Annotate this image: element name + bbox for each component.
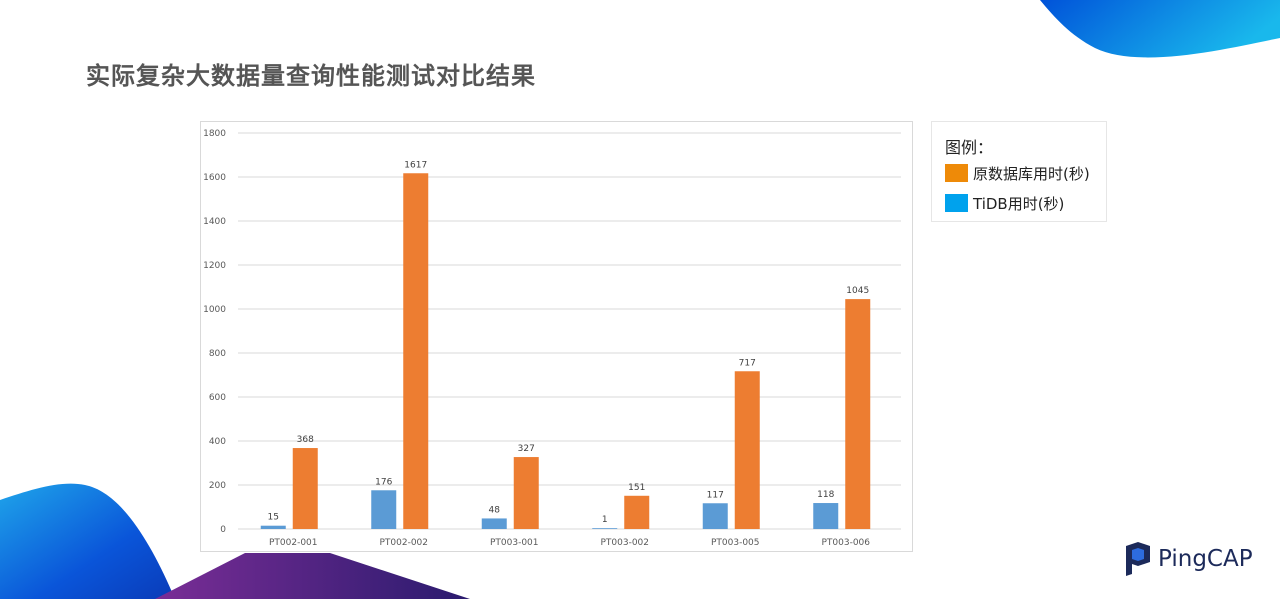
bar — [734, 371, 760, 529]
y-tick-label: 600 — [209, 393, 226, 403]
bar — [813, 503, 839, 529]
x-tick-label: PT002-001 — [269, 538, 318, 548]
data-label: 368 — [297, 435, 314, 445]
data-label: 327 — [518, 444, 535, 454]
bar — [702, 503, 728, 529]
bar — [624, 495, 650, 529]
x-tick-label: PT002-002 — [379, 538, 428, 548]
bar — [371, 490, 397, 529]
bar-chart: 0 200 400 600 800 1000 1200 1400 1600 1800 15 368 PT… — [200, 121, 913, 552]
bar — [845, 299, 871, 529]
legend-item-tidb: TiDB用时(秒) — [945, 193, 1064, 213]
legend-item-original-db: 原数据库用时(秒) — [945, 163, 1090, 183]
legend-label-original-db: 原数据库用时(秒) — [973, 164, 1090, 183]
data-label: 1045 — [846, 286, 869, 296]
pingcap-logo-icon — [1126, 542, 1150, 576]
logo-text: PingCAP — [1158, 546, 1253, 572]
bar — [481, 518, 507, 529]
x-tick-label: PT003-002 — [600, 538, 649, 548]
page-title: 实际复杂大数据量查询性能测试对比结果 — [86, 62, 536, 90]
data-label: 1 — [602, 515, 608, 525]
bar — [292, 448, 318, 529]
x-tick-label: PT003-001 — [490, 538, 539, 548]
x-tick-label: PT003-005 — [711, 538, 760, 548]
pingcap-logo: PingCAP — [1124, 542, 1253, 576]
y-tick-label: 1200 — [203, 261, 226, 271]
y-tick-label: 1400 — [203, 217, 226, 227]
y-tick-label: 800 — [209, 349, 226, 359]
data-label: 118 — [817, 490, 834, 500]
y-tick-label: 1000 — [203, 305, 226, 315]
legend-swatch-original-db — [945, 164, 968, 182]
top-right-wave-shape — [1040, 0, 1280, 58]
x-tick-label: PT003-006 — [821, 538, 870, 548]
legend-label-tidb: TiDB用时(秒) — [973, 194, 1065, 213]
bottom-left-wave-shape — [0, 483, 175, 599]
y-tick-label: 400 — [209, 437, 226, 447]
data-label: 15 — [268, 513, 279, 523]
bar — [592, 528, 618, 529]
y-tick-label: 1600 — [203, 173, 226, 183]
bar — [403, 173, 429, 529]
legend-swatch-tidb — [945, 194, 968, 212]
data-label: 48 — [489, 505, 501, 515]
data-label: 1617 — [404, 160, 427, 170]
legend: 图例： 原数据库用时(秒) TiDB用时(秒) — [931, 121, 1107, 222]
chart-svg: 0 200 400 600 800 1000 1200 1400 1600 1800 15 368 PT… — [203, 129, 901, 548]
bottom-purple-shape — [155, 553, 470, 599]
y-tick-label: 0 — [220, 525, 226, 535]
y-tick-label: 200 — [209, 481, 226, 491]
legend-title: 图例： — [945, 138, 994, 157]
data-label: 717 — [739, 358, 756, 368]
y-tick-label: 1800 — [203, 129, 226, 139]
data-label: 117 — [707, 490, 724, 500]
bar — [513, 457, 539, 529]
data-label: 151 — [628, 483, 645, 493]
data-label: 176 — [375, 477, 392, 487]
bar — [260, 525, 286, 529]
